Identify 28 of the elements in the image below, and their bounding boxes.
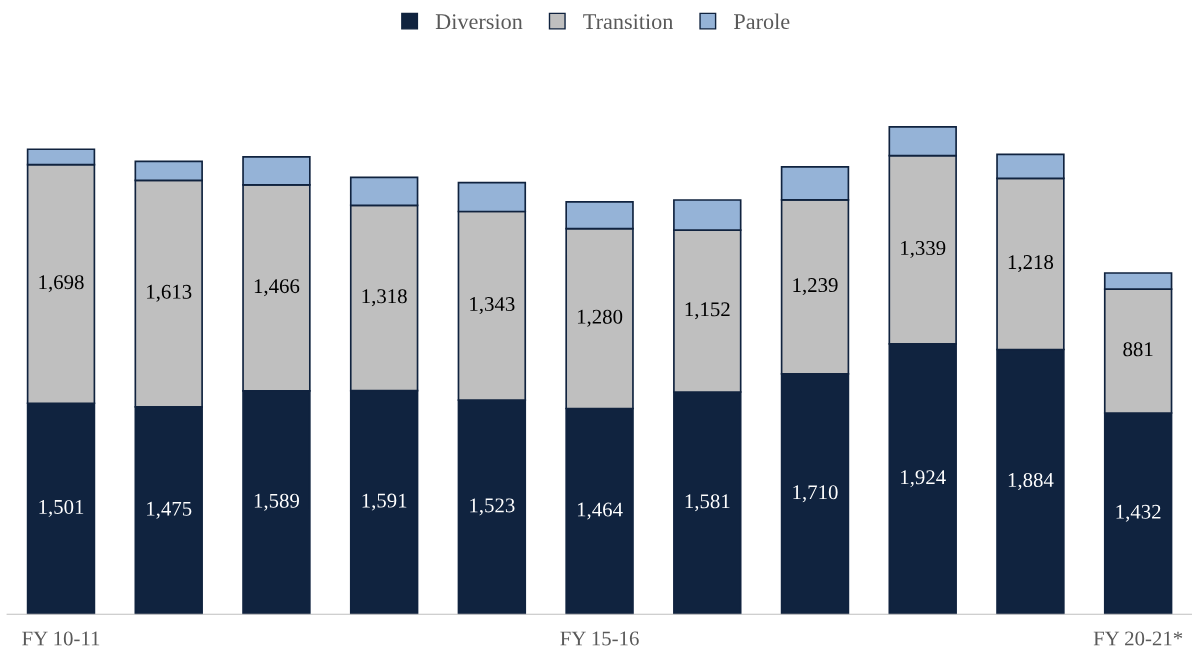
data-label: 1,218 bbox=[1008, 255, 1054, 273]
data-label: 1,698 bbox=[39, 275, 84, 293]
data-label: 1,239 bbox=[793, 278, 838, 296]
data-label: 1,523 bbox=[470, 498, 515, 516]
data-label: 1,280 bbox=[577, 309, 623, 327]
data-label: 1,464 bbox=[577, 502, 623, 520]
data-label: 1,466 bbox=[254, 279, 300, 297]
data-label: 1,432 bbox=[1116, 504, 1161, 522]
data-label: 1,884 bbox=[1008, 472, 1054, 491]
data-label: 1,501 bbox=[39, 499, 84, 517]
x-tick-label: FY 15-16 bbox=[560, 631, 639, 646]
legend-label: Transition bbox=[583, 14, 674, 30]
legend-label: Diversion bbox=[435, 14, 523, 30]
data-label: 1,591 bbox=[362, 493, 407, 511]
data-label: 1,581 bbox=[685, 494, 730, 512]
data-label: 1,613 bbox=[147, 284, 192, 302]
data-label: 1,924 bbox=[901, 470, 946, 488]
legend-label: Parole bbox=[734, 13, 790, 30]
x-tick-label: FY 20-21* bbox=[1093, 631, 1183, 646]
data-label: 1,318 bbox=[362, 289, 407, 307]
data-label: 1,152 bbox=[685, 302, 730, 320]
data-label: 1,475 bbox=[147, 501, 192, 519]
data-label: 1,343 bbox=[470, 297, 515, 315]
data-label: 1,589 bbox=[254, 493, 300, 511]
data-label: 881 bbox=[1123, 342, 1153, 357]
data-label: 1,339 bbox=[901, 240, 946, 258]
data-label: 1,710 bbox=[793, 485, 838, 503]
x-tick-label: FY 10-11 bbox=[22, 631, 100, 646]
